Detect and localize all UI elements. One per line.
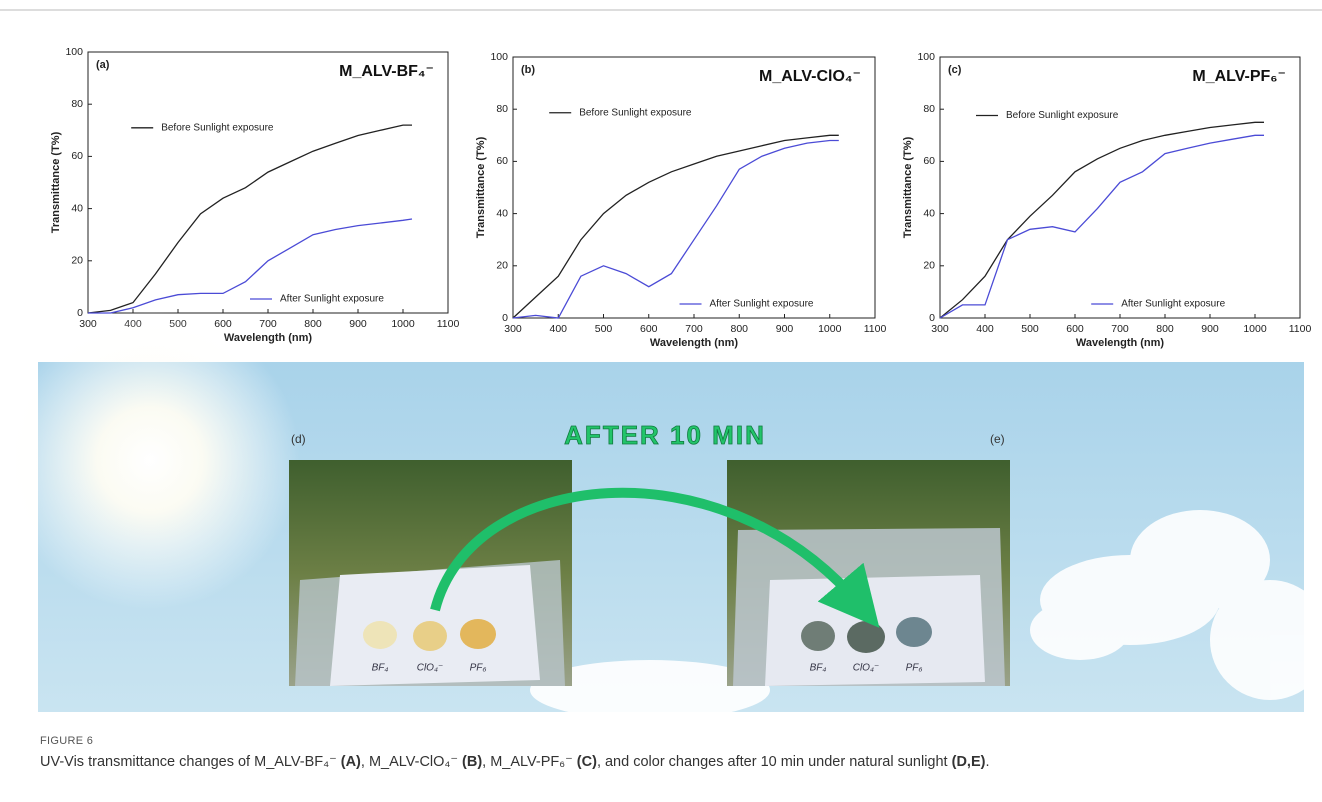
- x-tick-label: 800: [730, 323, 748, 335]
- y-tick-label: 60: [923, 155, 935, 167]
- panel-label: (a): [96, 59, 110, 71]
- legend-label: Before Sunlight exposure: [1006, 110, 1119, 121]
- photo-right: [727, 460, 1010, 686]
- x-tick-label: 800: [304, 318, 322, 330]
- x-tick-label: 900: [349, 318, 367, 330]
- series-line: [940, 135, 1264, 318]
- sun: [0, 310, 300, 610]
- figure: 3004005006007008009001000110002040608010…: [0, 0, 1322, 730]
- x-tick-label: 500: [595, 323, 613, 335]
- panel-label: (c): [948, 64, 962, 76]
- sample-label: BF₄: [372, 663, 389, 674]
- caption-part: (D,E): [952, 754, 986, 770]
- x-tick-label: 1100: [1289, 323, 1312, 335]
- y-tick-label: 40: [923, 207, 935, 219]
- y-tick-label: 20: [923, 260, 935, 272]
- panel-label: (d): [291, 432, 306, 446]
- y-tick-label: 0: [929, 312, 935, 324]
- y-tick-label: 0: [502, 312, 508, 324]
- x-tick-label: 400: [549, 323, 567, 335]
- y-tick-label: 80: [496, 103, 508, 115]
- x-tick-label: 800: [1156, 323, 1174, 335]
- chart-title: M_ALV-ClO₄⁻: [759, 68, 861, 85]
- y-tick-label: 100: [65, 46, 83, 58]
- legend-label: Before Sunlight exposure: [161, 122, 274, 133]
- sample-label: ClO₄⁻: [853, 663, 880, 674]
- page: {"chart_data": [ {"type": "line", "panel…: [0, 0, 1322, 802]
- x-tick-label: 1100: [437, 318, 460, 330]
- y-tick-label: 40: [496, 207, 508, 219]
- chart-title: M_ALV-PF₆⁻: [1192, 68, 1286, 85]
- y-tick-label: 80: [71, 98, 83, 110]
- y-tick-label: 80: [923, 103, 935, 115]
- caption-part: (A): [341, 754, 361, 770]
- sample-label: PF₆: [470, 663, 487, 674]
- x-tick-label: 300: [931, 323, 949, 335]
- photo-left: [289, 460, 572, 686]
- y-tick-label: 40: [71, 202, 83, 214]
- x-axis-label: Wavelength (nm): [1076, 337, 1165, 349]
- caption-label: FIGURE 6: [40, 735, 93, 747]
- caption-part: , M_ALV-PF₆⁻: [482, 754, 577, 770]
- x-tick-label: 700: [259, 318, 277, 330]
- x-tick-label: 500: [1021, 323, 1039, 335]
- legend-label: After Sunlight exposure: [710, 299, 814, 310]
- y-tick-label: 20: [71, 255, 83, 267]
- x-tick-label: 900: [776, 323, 794, 335]
- series-line: [513, 135, 839, 318]
- y-axis-label: Transmittance (T%): [50, 131, 62, 233]
- series-line: [940, 122, 1264, 318]
- y-tick-label: 0: [77, 307, 83, 319]
- y-axis-label: Transmittance (T%): [902, 136, 914, 238]
- caption-part: .: [985, 754, 989, 770]
- x-tick-label: 600: [640, 323, 658, 335]
- panel-label: (b): [521, 64, 535, 76]
- x-tick-label: 1000: [1243, 323, 1267, 335]
- x-tick-label: 400: [976, 323, 994, 335]
- charts: 3004005006007008009001000110002040608010…: [50, 46, 1312, 349]
- sample-label: PF₆: [906, 663, 923, 674]
- plot-frame: [513, 57, 875, 318]
- legend-label: Before Sunlight exposure: [579, 107, 692, 118]
- caption-part: (C): [577, 754, 597, 770]
- y-tick-label: 100: [917, 51, 935, 63]
- caption-part: , and color changes after 10 min under n…: [597, 754, 952, 770]
- series-line: [513, 141, 839, 319]
- legend-label: After Sunlight exposure: [1121, 299, 1225, 310]
- plot-frame: [88, 52, 448, 313]
- caption-text: UV-Vis transmittance changes of M_ALV-BF…: [40, 754, 989, 770]
- x-tick-label: 600: [1066, 323, 1084, 335]
- y-tick-label: 60: [71, 150, 83, 162]
- y-tick-label: 20: [496, 260, 508, 272]
- sample-label: ClO₄⁻: [417, 663, 444, 674]
- x-axis-label: Wavelength (nm): [650, 337, 739, 349]
- chart-title: M_ALV-BF₄⁻: [339, 63, 434, 80]
- caption-part: (B): [462, 754, 482, 770]
- caption-part: , M_ALV-ClO₄⁻: [361, 754, 462, 770]
- y-tick-label: 60: [496, 155, 508, 167]
- x-tick-label: 1000: [818, 323, 842, 335]
- y-tick-label: 100: [490, 51, 508, 63]
- photo-heading: AFTER 10 MIN: [564, 420, 766, 450]
- x-tick-label: 1000: [391, 318, 415, 330]
- x-tick-label: 1100: [864, 323, 887, 335]
- x-tick-label: 900: [1201, 323, 1219, 335]
- x-tick-label: 700: [1111, 323, 1129, 335]
- panel-label: (e): [990, 432, 1005, 446]
- x-tick-label: 700: [685, 323, 703, 335]
- legend-label: After Sunlight exposure: [280, 294, 384, 305]
- sample-label: BF₄: [810, 663, 827, 674]
- photo-panel: AFTER 10 MIN (d) (e) BF₄ ClO₄⁻ PF₆ BF₄ ClO₄⁻…: [0, 310, 1322, 720]
- caption-part: UV-Vis transmittance changes of M_ALV-BF…: [40, 754, 341, 770]
- x-tick-label: 300: [504, 323, 522, 335]
- series-line: [88, 125, 412, 313]
- y-axis-label: Transmittance (T%): [475, 136, 487, 238]
